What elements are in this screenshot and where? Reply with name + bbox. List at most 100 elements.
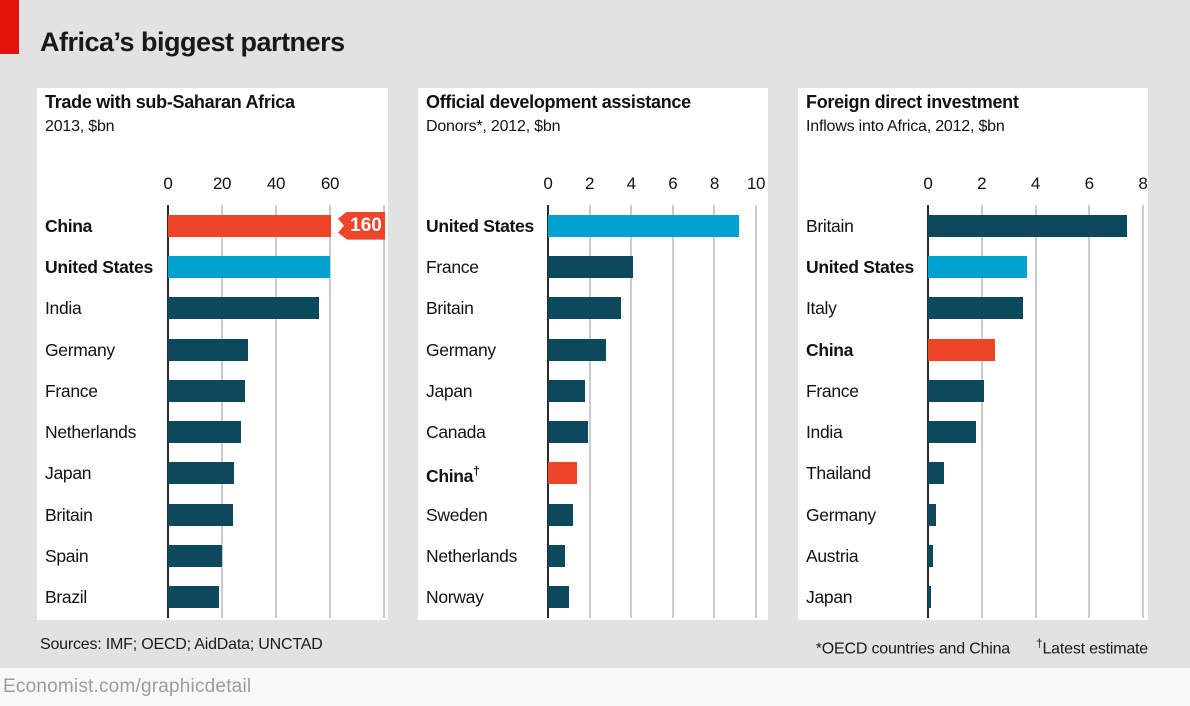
bar-label: Britain: [806, 215, 854, 236]
bar-label: United States: [806, 256, 914, 277]
bar-label: India: [806, 422, 843, 443]
bar-label: Canada: [426, 422, 486, 443]
x-axis-tick-label: 8: [1138, 174, 1148, 193]
bar-label: Britain: [45, 504, 93, 525]
y-axis-line: [547, 205, 549, 618]
x-axis-tick-label: 6: [668, 174, 678, 193]
bar-japan: [928, 586, 931, 609]
bar-label: Italy: [806, 298, 837, 319]
bar-united-states: [548, 214, 740, 237]
bar-britain: [168, 503, 233, 526]
bar-britain: [928, 214, 1127, 237]
footnote-latest-estimate: Latest estimate: [1042, 640, 1148, 658]
y-axis-line: [167, 205, 169, 618]
x-axis-tick-label: 4: [1030, 174, 1041, 193]
bar-france: [548, 255, 634, 278]
bar-label: Japan: [426, 380, 473, 401]
x-axis-tick-label: 60: [320, 174, 340, 193]
bottom-strip: [0, 668, 1190, 706]
y-axis-line: [927, 205, 929, 618]
bar-label: Netherlands: [45, 422, 137, 443]
bar-netherlands: [168, 421, 241, 444]
bar-label: Norway: [426, 587, 484, 608]
bar-label: Thailand: [806, 463, 871, 484]
bar-india: [928, 421, 977, 444]
sources-note: Sources: IMF; OECD; AidData; UNCTAD: [40, 636, 323, 653]
bar-label: China†: [426, 464, 480, 486]
bar-label: Austria: [806, 546, 859, 567]
bar-label: China: [45, 215, 93, 236]
x-axis-tick-label: 0: [923, 174, 933, 193]
bar-label: United States: [45, 256, 153, 277]
gridline: [1142, 205, 1144, 618]
bar-label: Germany: [806, 504, 876, 525]
bar-label: Japan: [806, 587, 853, 608]
bar-label: China: [806, 339, 854, 360]
bar-label: France: [426, 256, 479, 277]
bar-netherlands: [548, 545, 565, 568]
chart-title: Foreign direct investment: [806, 92, 1019, 112]
x-axis-tick-label: 10: [746, 174, 766, 193]
footnote-oecd: *OECD countries and China: [815, 640, 1010, 658]
x-axis-tick-label: 4: [626, 174, 636, 193]
bar-china: [548, 462, 578, 485]
gridline: [221, 205, 223, 618]
bar-britain: [548, 297, 621, 320]
gridline: [713, 205, 716, 618]
dagger-symbol: †: [1036, 636, 1043, 650]
dagger-symbol: †: [473, 464, 480, 479]
bar-label: Spain: [45, 546, 89, 567]
chart-subtitle: Inflows into Africa, 2012, $bn: [806, 118, 1005, 135]
chart-panel-fdi: Foreign direct investment Inflows into A…: [798, 88, 1148, 620]
x-axis-tick-label: 2: [585, 174, 595, 193]
chart-title: Official development assistance: [426, 92, 691, 112]
bar-label: Japan: [45, 463, 92, 484]
bar-label: India: [45, 298, 82, 319]
bar-thailand: [928, 462, 945, 485]
gridline: [671, 205, 674, 618]
page-title: Africa’s biggest partners: [40, 27, 345, 57]
bar-japan: [168, 462, 235, 485]
x-axis-tick-label: 8: [709, 174, 719, 193]
gridline: [1034, 205, 1037, 618]
gridline: [1088, 205, 1091, 618]
footnotes: *OECD countries and China †Latest estimat…: [816, 636, 1148, 658]
gridline: [630, 205, 633, 618]
bar-united-states: [928, 255, 1028, 278]
gridline: [755, 205, 757, 618]
bar-label: United States: [426, 215, 534, 236]
gridline: [329, 205, 331, 618]
x-axis-tick-label: 0: [543, 174, 553, 193]
chart-title: Trade with sub-Saharan Africa: [45, 92, 295, 112]
bar-united-states: [168, 255, 330, 278]
bar-india: [168, 297, 320, 320]
x-axis-tick-label: 20: [212, 174, 232, 193]
bar-italy: [928, 297, 1024, 320]
bar-spain: [168, 545, 222, 568]
bar-label: Germany: [426, 339, 496, 360]
x-axis-tick-label: 6: [1084, 174, 1094, 193]
gridline: [275, 205, 277, 618]
x-axis-tick-label: 40: [266, 174, 286, 193]
chart-panel-trade: Trade with sub-Saharan Africa 2013, $bn …: [37, 88, 388, 620]
x-axis-tick-label: 2: [977, 174, 987, 193]
gridline: [980, 205, 983, 618]
bar-label: France: [806, 380, 859, 401]
bar-label: Brazil: [45, 587, 87, 608]
x-axis-tick-label: 0: [163, 174, 173, 193]
bar-china: [168, 214, 332, 237]
bar-canada: [548, 421, 588, 444]
truncated-value-badge: 160: [338, 211, 385, 240]
site-url: Economist.com/graphicdetail: [3, 676, 252, 697]
bar-label: Sweden: [426, 504, 488, 525]
bar-france: [928, 379, 985, 402]
bar-brazil: [168, 586, 220, 609]
bar-label: France: [45, 380, 98, 401]
bar-china: [928, 338, 996, 361]
bar-label: Netherlands: [426, 546, 518, 567]
chart-panel-oda: Official development assistance Donors*,…: [418, 88, 768, 620]
bar-france: [168, 379, 245, 402]
bar-germany: [168, 338, 248, 361]
bar-japan: [548, 379, 586, 402]
